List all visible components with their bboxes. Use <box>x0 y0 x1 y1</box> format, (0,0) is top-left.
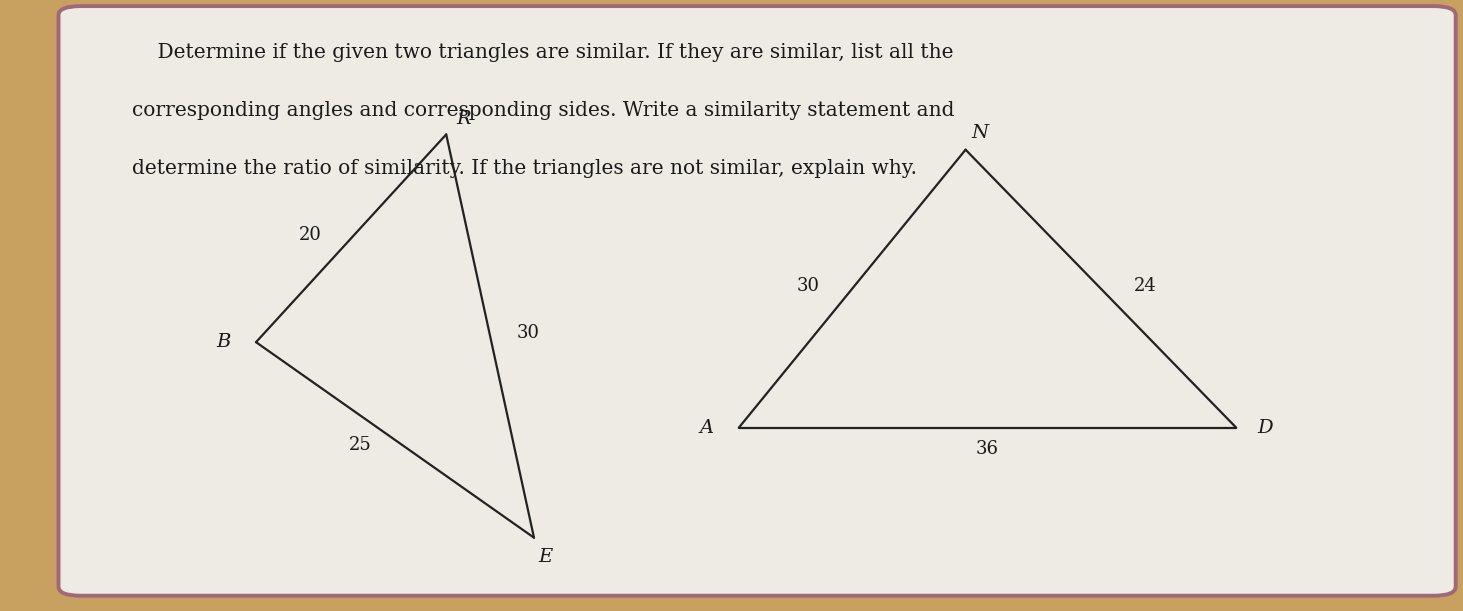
Text: R: R <box>456 110 471 128</box>
Text: corresponding angles and corresponding sides. Write a similarity statement and: corresponding angles and corresponding s… <box>132 101 954 120</box>
Text: D: D <box>1258 419 1273 437</box>
Text: determine the ratio of similarity. If the triangles are not similar, explain why: determine the ratio of similarity. If th… <box>132 159 917 178</box>
Text: A: A <box>699 419 714 437</box>
Text: B: B <box>217 333 231 351</box>
Text: 30: 30 <box>516 324 540 342</box>
FancyBboxPatch shape <box>59 6 1456 596</box>
Text: 25: 25 <box>348 436 372 454</box>
Text: N: N <box>971 123 989 142</box>
Text: E: E <box>538 548 553 566</box>
Text: 30: 30 <box>797 277 819 295</box>
Text: 24: 24 <box>1134 277 1156 295</box>
Text: 20: 20 <box>298 226 322 244</box>
Text: 36: 36 <box>976 440 999 458</box>
Text: Determine if the given two triangles are similar. If they are similar, list all : Determine if the given two triangles are… <box>132 43 954 62</box>
